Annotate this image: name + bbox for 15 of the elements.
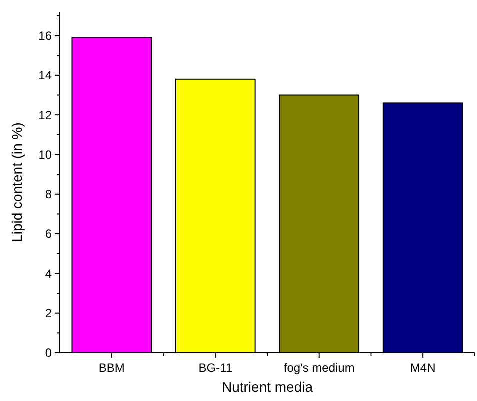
x-axis-title: Nutrient media: [222, 379, 314, 395]
y-tick-label: 2: [45, 306, 52, 321]
y-tick-label: 10: [38, 148, 52, 162]
y-tick-label: 0: [45, 346, 52, 360]
x-tick-label: M4N: [410, 361, 436, 375]
y-tick-label: 14: [38, 68, 52, 83]
x-tick-label: fog's medium: [284, 361, 355, 375]
y-tick-label: 12: [38, 108, 52, 122]
y-tick-label: 4: [45, 266, 52, 281]
y-tick-label: 8: [45, 188, 52, 202]
x-tick-label: BG-11: [198, 361, 233, 375]
y-tick-label: 6: [45, 227, 52, 242]
y-tick-label: 16: [38, 28, 52, 43]
y-axis-title: Lipid content (in %): [9, 122, 25, 242]
x-tick-label: BBM: [98, 361, 125, 375]
